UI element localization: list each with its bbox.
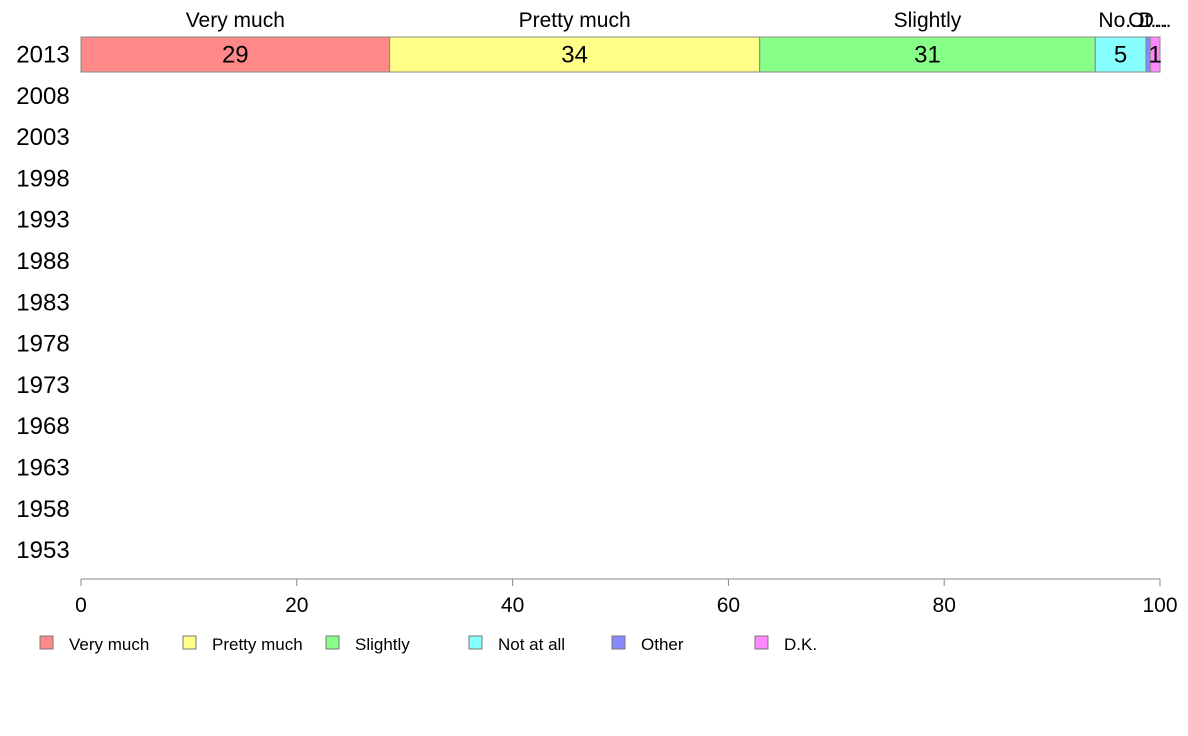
top-series-label: Very much: [186, 9, 285, 32]
bar-segment: [1149, 36, 1161, 73]
bar-segment: [389, 36, 761, 73]
legend: Very much Pretty much Slightly Not at all Ot…: [39, 635, 817, 654]
data-label: 34: [561, 42, 588, 69]
legend-swatch: [611, 635, 626, 650]
top-series-label: Slightly: [894, 9, 962, 32]
y-tick-label: 2008: [16, 83, 69, 110]
legend-swatch: [754, 635, 769, 650]
x-tick-label: 20: [285, 594, 308, 617]
data-label: 5: [1114, 42, 1127, 69]
y-tick-label: 1998: [16, 165, 69, 192]
legend-label: Very much: [69, 635, 149, 654]
bars-layer: 29 34 31 5 1: [80, 36, 1162, 73]
legend-label: Not at all: [498, 635, 565, 654]
x-tick-label: 60: [717, 594, 740, 617]
legend-swatch: [39, 635, 54, 650]
x-tick-label: 0: [75, 594, 87, 617]
y-axis: 2013 2008 2003 1998 1993 1988 1983 1978 1973 1968…: [16, 42, 69, 565]
x-tick-label: 40: [501, 594, 524, 617]
y-tick-label: 1958: [16, 496, 69, 523]
top-series-label: D...: [1139, 9, 1172, 32]
y-tick-label: 1973: [16, 372, 69, 399]
top-series-label: Ot...: [1128, 9, 1168, 32]
legend-label: D.K.: [784, 635, 817, 654]
x-axis: 0 20 40 60 80 100: [75, 578, 1178, 617]
y-tick-label: 2003: [16, 124, 69, 151]
bar-segment: [759, 36, 1096, 73]
y-tick-label: 1993: [16, 207, 69, 234]
data-label: 31: [914, 42, 941, 69]
top-series-label: Pretty much: [519, 9, 631, 32]
top-labels-layer: Very much Pretty much Slightly No...Ot...D.…: [186, 9, 1172, 32]
data-label: 1: [1148, 42, 1161, 69]
legend-label: Other: [641, 635, 684, 654]
bar-segment: [80, 36, 391, 73]
y-tick-label: 2013: [16, 42, 69, 69]
y-tick-label: 1968: [16, 413, 69, 440]
legend-swatch: [468, 635, 483, 650]
x-tick-label: 100: [1142, 594, 1177, 617]
y-tick-label: 1978: [16, 331, 69, 358]
x-tick-label: 80: [933, 594, 956, 617]
legend-label: Pretty much: [212, 635, 303, 654]
legend-label: Slightly: [355, 635, 410, 654]
y-tick-label: 1983: [16, 289, 69, 316]
y-tick-label: 1988: [16, 248, 69, 275]
y-tick-label: 1953: [16, 537, 69, 564]
legend-swatch: [325, 635, 340, 650]
top-series-label: No...: [1098, 9, 1142, 32]
legend-swatch: [182, 635, 197, 650]
y-tick-label: 1963: [16, 455, 69, 482]
data-label: 29: [222, 42, 249, 69]
